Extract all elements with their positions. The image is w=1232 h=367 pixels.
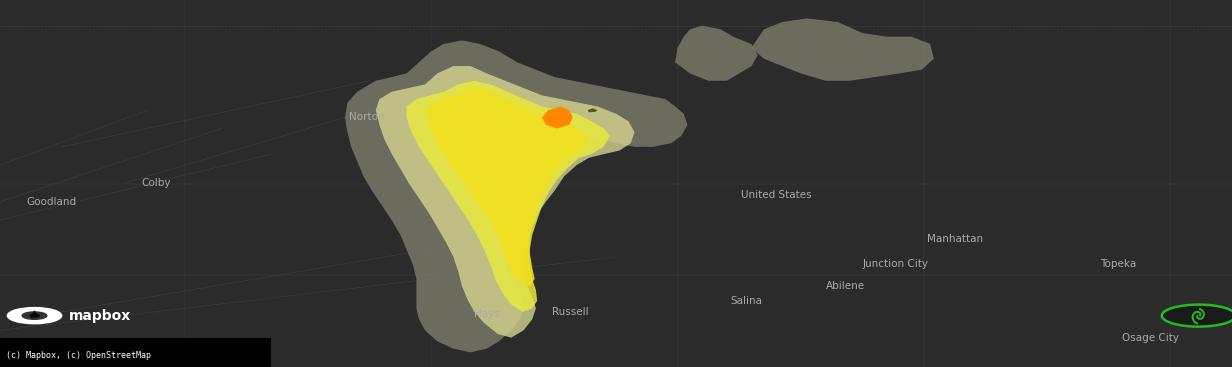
- Text: Hays: Hays: [474, 309, 499, 319]
- Text: Colby: Colby: [142, 178, 171, 189]
- Text: Abilene: Abilene: [825, 281, 865, 291]
- Circle shape: [7, 308, 62, 324]
- Polygon shape: [588, 108, 598, 112]
- Text: Norton: Norton: [350, 112, 384, 123]
- Circle shape: [1162, 305, 1232, 327]
- Text: Salina: Salina: [731, 296, 763, 306]
- Polygon shape: [752, 18, 934, 81]
- Text: Goodland: Goodland: [27, 197, 76, 207]
- Text: Russell: Russell: [552, 307, 589, 317]
- Polygon shape: [426, 88, 589, 286]
- Text: Manhattan: Manhattan: [926, 233, 983, 244]
- Text: (c) Mapbox, (c) OpenStreetMap: (c) Mapbox, (c) OpenStreetMap: [6, 352, 152, 360]
- Polygon shape: [345, 40, 687, 352]
- Circle shape: [22, 312, 47, 319]
- Text: Junction City: Junction City: [862, 259, 929, 269]
- Text: mapbox: mapbox: [69, 309, 132, 323]
- Text: Topeka: Topeka: [1100, 259, 1137, 269]
- Text: Osage City: Osage City: [1122, 333, 1179, 343]
- Text: United States: United States: [740, 189, 812, 200]
- FancyBboxPatch shape: [0, 338, 271, 367]
- Polygon shape: [675, 26, 758, 81]
- Circle shape: [30, 314, 39, 317]
- Polygon shape: [376, 66, 634, 338]
- Polygon shape: [542, 106, 573, 128]
- Polygon shape: [407, 81, 610, 312]
